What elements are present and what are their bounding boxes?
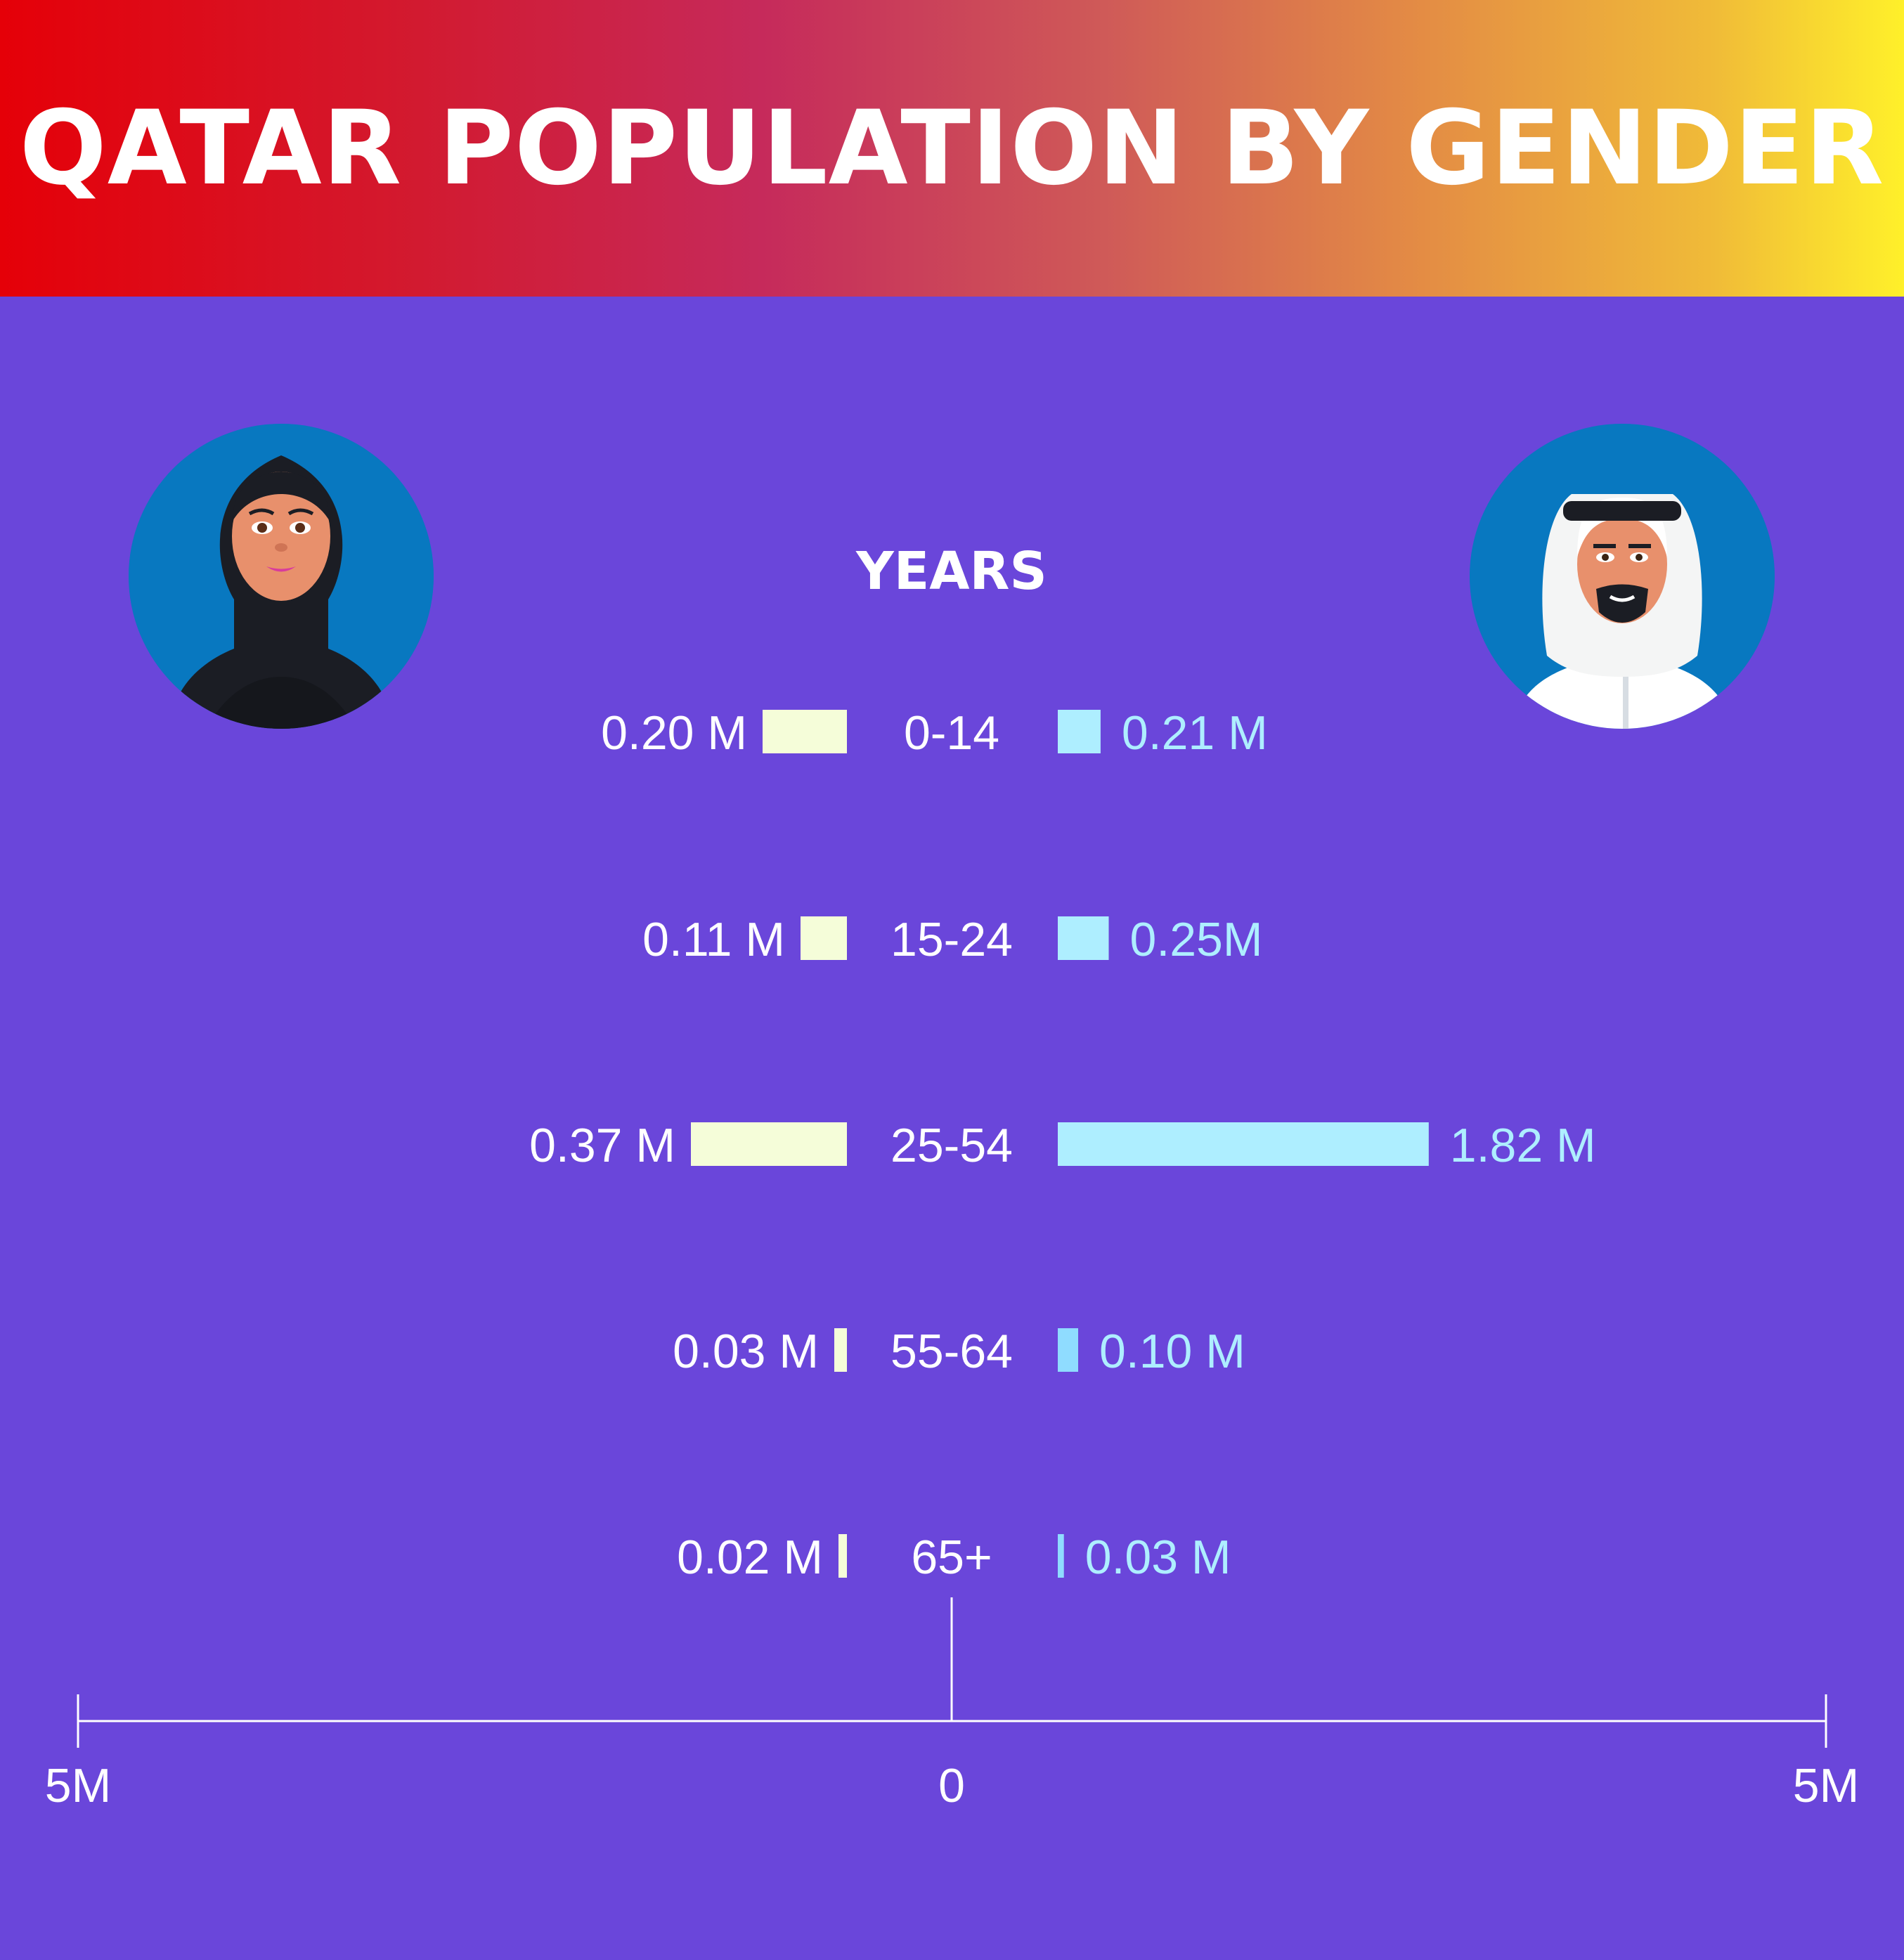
male-bar-55-64: [1058, 1328, 1078, 1372]
female-value-label-0-14: 0.20 M: [601, 706, 747, 760]
female-bar-25-54: [691, 1122, 847, 1166]
x-tick-right: 5M: [1793, 1759, 1859, 1812]
title-banner: QATAR POPULATION BY GENDER: [0, 0, 1904, 297]
age-group-label-0-14: 0-14: [904, 706, 999, 760]
male-bar-15-24: [1058, 916, 1109, 960]
female-bar-55-64: [834, 1328, 847, 1372]
age-group-label-55-64: 55-64: [891, 1325, 1013, 1378]
female-bar-15-24: [801, 916, 847, 960]
male-bar-25-54: [1058, 1122, 1429, 1166]
woman-in-hijab-icon: [129, 424, 434, 729]
female-bar-65+: [838, 1534, 847, 1578]
female-value-label-55-64: 0.03 M: [673, 1325, 819, 1378]
male-value-label-15-24: 0.25M: [1130, 913, 1263, 966]
age-group-label-25-54: 25-54: [891, 1119, 1013, 1172]
years-label: YEARS: [856, 541, 1047, 602]
female-bar-0-14: [763, 710, 847, 753]
male-value-label-0-14: 0.21 M: [1122, 706, 1268, 760]
man-in-ghutra-icon: [1470, 424, 1775, 729]
woman-avatar-illustration: [129, 424, 434, 729]
male-value-label-55-64: 0.10 M: [1099, 1325, 1245, 1378]
male-value-label-65+: 0.03 M: [1085, 1531, 1231, 1584]
male-bar-0-14: [1058, 710, 1101, 753]
chart-title: QATAR POPULATION BY GENDER: [19, 89, 1885, 208]
x-tick-center: 0: [938, 1759, 965, 1812]
female-value-label-25-54: 0.37 M: [529, 1119, 675, 1172]
man-avatar-illustration: [1470, 424, 1775, 729]
age-group-label-15-24: 15-24: [891, 913, 1013, 966]
age-group-label-65+: 65+: [911, 1531, 992, 1584]
female-value-label-65+: 0.02 M: [677, 1531, 823, 1584]
male-value-label-25-54: 1.82 M: [1450, 1119, 1596, 1172]
x-tick-left: 5M: [45, 1759, 111, 1812]
male-bar-65+: [1058, 1534, 1064, 1578]
female-value-label-15-24: 0.11 M: [642, 913, 785, 966]
